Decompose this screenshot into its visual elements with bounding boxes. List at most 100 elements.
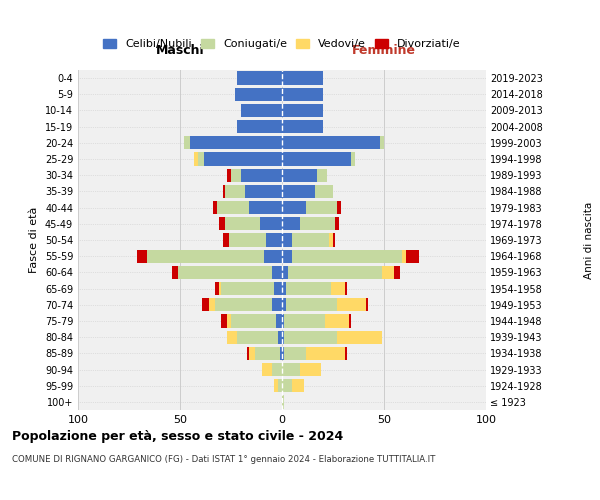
Bar — [237, 120, 282, 134]
Bar — [282, 363, 301, 376]
Bar — [282, 298, 365, 312]
Bar — [282, 185, 314, 198]
Bar — [282, 250, 403, 263]
Bar — [282, 217, 335, 230]
Bar — [223, 185, 282, 198]
Bar — [209, 298, 282, 312]
Bar — [282, 152, 355, 166]
Bar — [172, 266, 282, 279]
Bar — [282, 250, 406, 263]
Bar — [282, 379, 304, 392]
Bar — [217, 201, 282, 214]
Bar — [247, 346, 282, 360]
Bar — [219, 217, 282, 230]
Bar — [276, 314, 282, 328]
Bar — [266, 234, 282, 246]
Y-axis label: Fasce di età: Fasce di età — [29, 207, 39, 273]
Bar — [202, 298, 282, 312]
Bar — [225, 185, 282, 198]
Bar — [282, 72, 323, 85]
Bar — [282, 234, 292, 246]
Bar — [282, 120, 323, 134]
Bar — [190, 136, 282, 149]
Bar — [282, 168, 327, 182]
Bar — [272, 266, 282, 279]
Bar — [256, 346, 282, 360]
Bar — [235, 88, 282, 101]
Bar — [282, 346, 345, 360]
Text: COMUNE DI RIGNANO GARGANICO (FG) - Dati ISTAT 1° gennaio 2024 - Elaborazione TUT: COMUNE DI RIGNANO GARGANICO (FG) - Dati … — [12, 455, 436, 464]
Bar — [221, 282, 282, 295]
Bar — [241, 104, 282, 117]
Bar — [184, 136, 282, 149]
Bar — [282, 136, 380, 149]
Bar — [199, 152, 282, 166]
Bar — [282, 346, 284, 360]
Bar — [262, 363, 282, 376]
Bar — [282, 330, 337, 344]
Bar — [250, 346, 282, 360]
Bar — [274, 282, 282, 295]
Text: Anni di nascita: Anni di nascita — [584, 202, 594, 278]
Bar — [245, 185, 282, 198]
Bar — [282, 234, 335, 246]
Text: Femmine: Femmine — [352, 44, 416, 58]
Legend: Celibi/Nubili, Coniugati/e, Vedovi/e, Divorziati/e: Celibi/Nubili, Coniugati/e, Vedovi/e, Di… — [100, 36, 464, 52]
Text: Maschi: Maschi — [155, 44, 205, 58]
Bar — [219, 282, 282, 295]
Bar — [272, 298, 282, 312]
Bar — [250, 201, 282, 214]
Bar — [231, 314, 282, 328]
Bar — [282, 314, 325, 328]
Bar — [278, 330, 282, 344]
Bar — [282, 266, 382, 279]
Bar — [282, 330, 284, 344]
Bar — [237, 72, 282, 85]
Bar — [282, 250, 292, 263]
Bar — [225, 217, 282, 230]
Bar — [282, 379, 292, 392]
Bar — [212, 201, 282, 214]
Bar — [278, 379, 282, 392]
Bar — [223, 234, 282, 246]
Bar — [282, 298, 337, 312]
Bar — [227, 168, 282, 182]
Text: Popolazione per età, sesso e stato civile - 2024: Popolazione per età, sesso e stato civil… — [12, 430, 343, 443]
Bar — [274, 379, 282, 392]
Bar — [282, 282, 331, 295]
Bar — [282, 217, 339, 230]
Bar — [282, 152, 352, 166]
Bar — [282, 234, 333, 246]
Bar — [282, 201, 341, 214]
Bar — [282, 282, 345, 295]
Bar — [227, 314, 282, 328]
Bar — [229, 234, 282, 246]
Bar — [137, 250, 282, 263]
Bar — [282, 185, 333, 198]
Bar — [227, 330, 282, 344]
Bar — [272, 363, 282, 376]
Bar — [282, 168, 317, 182]
Bar — [282, 314, 349, 328]
Bar — [282, 396, 284, 408]
Bar — [282, 298, 286, 312]
Bar — [282, 282, 286, 295]
Bar — [263, 250, 282, 263]
Bar — [282, 346, 347, 360]
Bar — [260, 217, 282, 230]
Bar — [231, 168, 282, 182]
Bar — [282, 88, 323, 101]
Bar — [282, 217, 301, 230]
Bar — [282, 298, 368, 312]
Bar — [282, 330, 382, 344]
Bar — [205, 152, 282, 166]
Bar — [282, 314, 284, 328]
Bar — [282, 314, 352, 328]
Bar — [282, 136, 384, 149]
Bar — [237, 330, 282, 344]
Bar — [215, 282, 282, 295]
Bar — [280, 346, 282, 360]
Bar — [194, 152, 282, 166]
Bar — [282, 250, 419, 263]
Bar — [282, 346, 307, 360]
